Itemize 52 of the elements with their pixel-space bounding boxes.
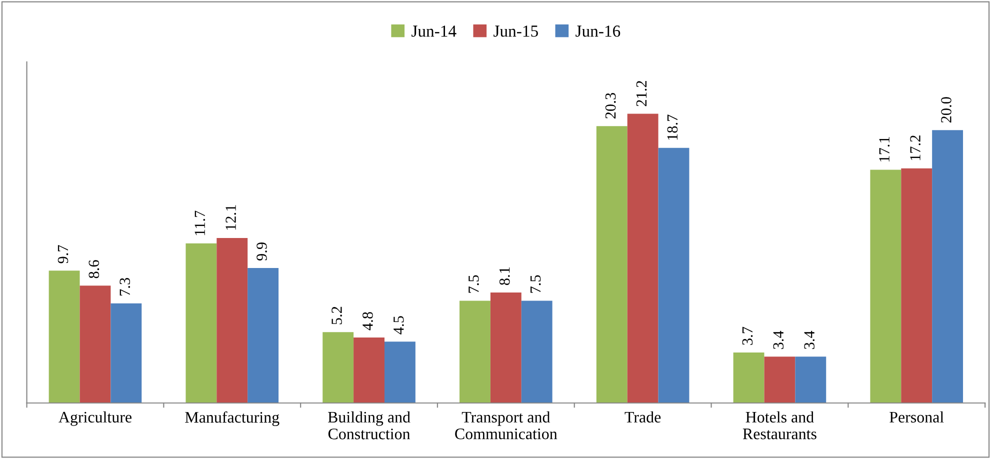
- x-tick-label: Hotels and Restaurants: [742, 411, 816, 440]
- data-label: 5.2: [332, 306, 342, 324]
- data-label: 20.3: [605, 92, 616, 118]
- bar: [596, 126, 628, 403]
- data-label: 17.1: [879, 136, 890, 162]
- data-label: 9.7: [58, 245, 68, 264]
- data-label: 3.7: [742, 326, 753, 345]
- bar: [48, 270, 80, 403]
- legend-label: Jun-16: [576, 26, 620, 37]
- bar: [186, 243, 217, 403]
- data-label: 7.5: [530, 275, 541, 293]
- bar: [384, 342, 416, 403]
- bar: [80, 286, 111, 403]
- bar: [322, 332, 354, 403]
- data-label: 4.5: [394, 316, 404, 334]
- bar: [901, 168, 932, 403]
- bar: [627, 114, 658, 403]
- x-tick-label: Transport and Communication: [455, 411, 558, 440]
- bar: [110, 303, 142, 403]
- x-tick-label: Building and Construction: [328, 411, 410, 440]
- bar: [354, 338, 384, 403]
- bar: [460, 300, 490, 403]
- legend-label: Jun-15: [494, 26, 538, 37]
- data-label: 20.0: [941, 97, 952, 123]
- x-tick-label: Agriculture: [58, 411, 132, 426]
- bar: [733, 352, 764, 403]
- data-label: 18.7: [667, 114, 678, 140]
- data-label: 11.7: [194, 210, 206, 236]
- x-tick-label: Personal: [890, 411, 944, 423]
- data-label: 4.8: [362, 312, 373, 330]
- bar: [248, 268, 279, 403]
- data-label: 9.9: [256, 242, 267, 261]
- x-tick-label: Trade: [624, 411, 661, 423]
- bar: [795, 356, 826, 403]
- bar: [490, 292, 522, 403]
- bar: [658, 148, 690, 403]
- data-label: 7.3: [120, 278, 130, 296]
- data-label: 17.2: [910, 136, 920, 160]
- legend-label: Jun-14: [412, 26, 456, 37]
- data-label: 3.4: [804, 330, 815, 349]
- bar: [216, 238, 248, 403]
- data-label: 8.1: [499, 267, 510, 285]
- data-label: 12.1: [226, 205, 236, 230]
- data-label: 3.4: [773, 330, 784, 349]
- x-tick-label: Manufacturing: [185, 411, 280, 426]
- bar: [764, 356, 796, 403]
- bar: [521, 300, 552, 403]
- bar: [870, 170, 902, 403]
- data-label: 8.6: [88, 260, 100, 278]
- bar: [932, 130, 964, 403]
- data-label: 7.5: [468, 275, 479, 293]
- data-label: 21.2: [636, 80, 647, 106]
